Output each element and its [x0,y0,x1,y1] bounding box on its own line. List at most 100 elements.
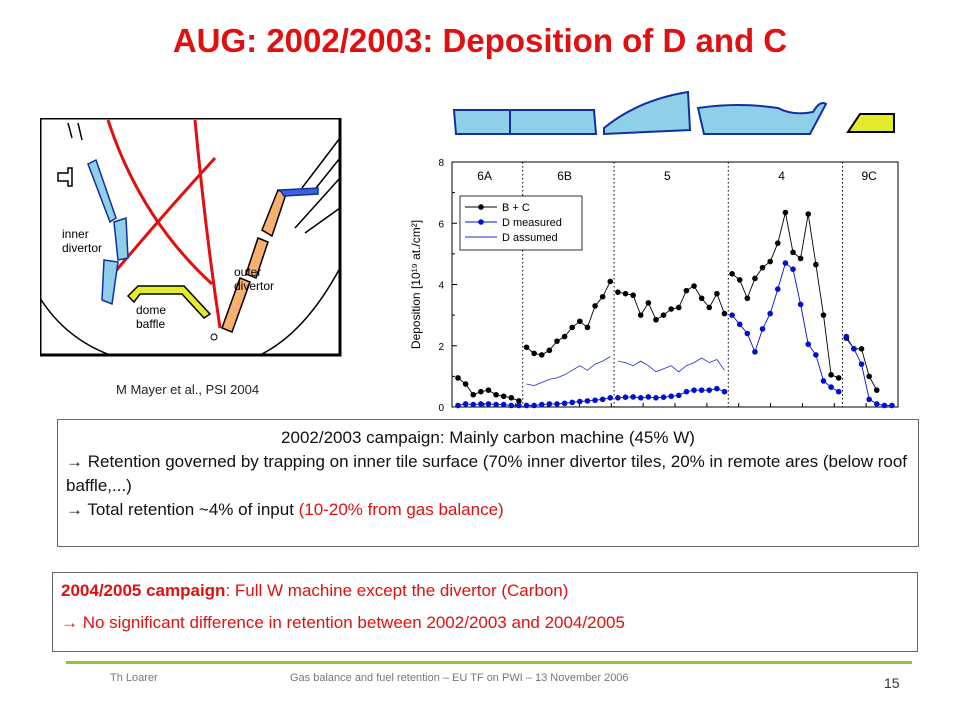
data-point [470,401,477,408]
data-point [797,301,804,308]
outer-divertor-tile-2 [245,237,269,279]
data-point [752,349,758,355]
inner-divertor-tile-1 [87,158,117,224]
series-line [617,285,725,321]
campaign-2004-bold: 2004/2005 campaign [61,581,226,600]
data-point [736,321,743,328]
data-point [615,289,621,295]
data-point [508,402,515,409]
inner-divertor-tile-3 [101,259,119,306]
series-line [526,281,611,356]
outer-structure [294,137,341,234]
outer-divertor-label-2: divertor [234,279,274,293]
data-point [744,330,751,337]
data-point [455,402,461,409]
data-point [500,401,507,408]
tile-6A [452,109,511,135]
data-point [813,261,819,268]
no-difference-bullet: → No significant difference in retention… [61,613,625,632]
tile-6B [509,109,598,135]
data-point [478,401,484,407]
total-retention-bullet: → Total retention ~4% of input (10-20% f… [66,498,910,522]
data-point [790,249,796,256]
inner-divertor-label-2: divertor [62,241,102,255]
data-point [729,270,735,277]
data-point [721,388,728,395]
footer-author: Th Loarer [110,672,158,684]
data-point [835,388,842,395]
data-point [668,306,674,312]
legend-label: D assumed [502,232,558,244]
data-point [835,375,842,381]
inner-support [57,167,73,187]
data-point [485,401,492,407]
outer-divertor-tile-3 [221,277,251,333]
region-label: 4 [778,169,785,183]
data-point [645,394,652,400]
data-point [706,387,713,393]
series-line [731,262,839,393]
data-point [569,399,576,406]
data-point [714,290,720,297]
vessel-wall-right [259,267,341,356]
data-point [523,344,530,351]
legend-label: B + C [502,202,530,214]
data-point [577,318,583,325]
upper-structure [67,122,83,141]
y-tick-label: 8 [438,158,444,169]
legend-marker [478,204,484,210]
data-point [683,287,690,294]
data-point [478,388,484,395]
data-point [561,333,568,340]
campaign-2004-box: 2004/2005 campaign: Full W machine excep… [52,572,918,652]
data-point [759,326,766,332]
tile-5 [603,90,692,136]
data-point [843,333,850,340]
region-label: 9C [861,169,877,183]
data-point [516,398,522,404]
data-point [531,350,537,357]
data-point [873,401,880,407]
region-label: 5 [664,169,671,183]
data-point [813,352,819,358]
campaign-2004-rest: : Full W machine except the divertor (Ca… [225,581,569,600]
data-point [805,341,812,348]
y-tick-label: 6 [438,219,444,230]
data-point [577,398,583,405]
data-point [485,387,492,393]
data-point [462,401,469,407]
data-point [500,393,507,400]
data-point [797,255,804,262]
dome-baffle-label: dome [136,303,166,317]
separatrix-line-3 [193,119,222,329]
data-point [828,372,834,378]
data-point [676,392,682,399]
data-point [714,385,720,392]
data-point [531,402,537,409]
data-point [554,338,560,344]
series-line [731,212,839,379]
data-point [698,295,705,302]
data-point [584,324,591,331]
y-tick-label: 4 [438,281,444,292]
port-marker [210,333,218,341]
data-point [538,352,545,358]
data-point [462,381,469,387]
legend-marker [478,219,484,225]
data-point [767,258,773,265]
dome-baffle [126,285,212,319]
data-point [782,260,789,266]
separatrix-line-1 [106,119,214,286]
data-point [470,391,477,398]
data-point [622,290,629,297]
data-point [455,375,461,381]
data-point [683,388,690,395]
data-point [820,312,827,318]
data-point [615,395,621,401]
inner-divertor-tile-2 [113,216,129,261]
data-point [851,346,857,352]
data-point [889,402,895,409]
data-point [546,347,553,354]
chart-points [455,209,895,409]
data-point [698,387,705,393]
